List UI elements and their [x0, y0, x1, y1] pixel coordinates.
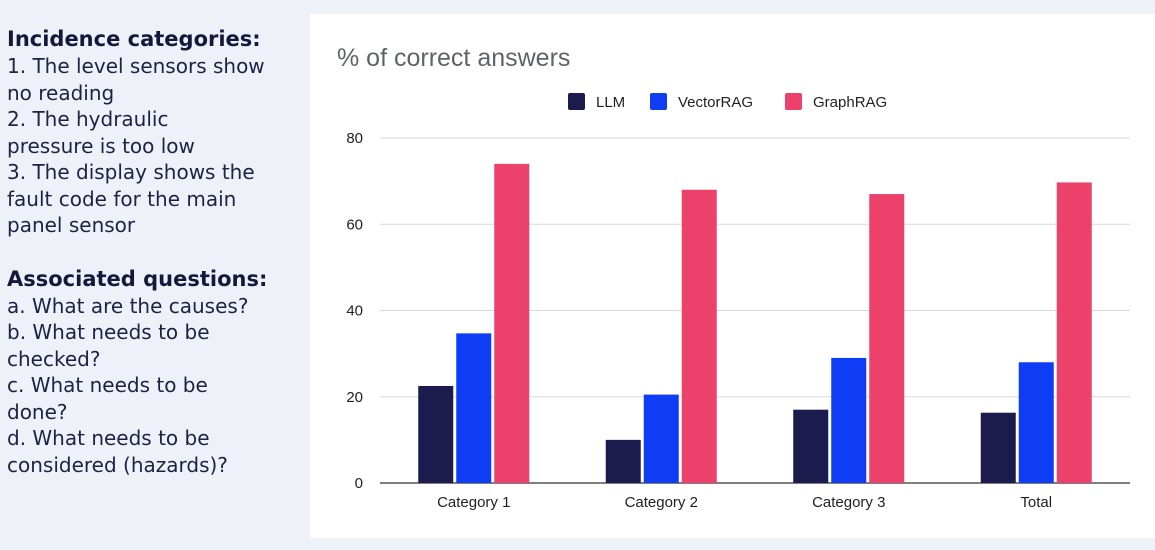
legend-swatch-vectorrag: [650, 93, 667, 110]
bar-llm-3: [793, 409, 829, 483]
y-tick-label: 60: [346, 216, 363, 233]
incidence-line: fault code for the main: [7, 186, 237, 211]
section-gap: [7, 239, 297, 266]
y-tick-label: 40: [346, 303, 363, 320]
question-line: a. What are the causes?: [7, 293, 249, 318]
x-tick-label: Category 2: [625, 494, 698, 511]
bar-vectorrag-4: [1018, 362, 1054, 483]
bar-llm-2: [605, 439, 641, 483]
bar-graphrag-3: [869, 194, 905, 483]
bar-vectorrag-1: [456, 333, 492, 483]
incidence-line: 3. The display shows the: [7, 160, 255, 184]
gridlines: [380, 137, 1130, 484]
questions-heading: Associated questions:: [7, 266, 268, 291]
legend-label-vectorrag: VectorRAG: [678, 94, 753, 111]
bar-graphrag-2: [681, 189, 717, 483]
incidence-line: no reading: [7, 80, 115, 105]
question-line: checked?: [7, 346, 101, 371]
bar-llm-4: [980, 412, 1016, 483]
question-line: d. What needs to be: [7, 426, 210, 450]
legend-swatch-graphrag: [785, 93, 802, 110]
y-axis-ticks: 0 20 40 60 80: [346, 130, 363, 492]
y-tick-label: 80: [346, 130, 363, 147]
incidence-line: 2. The hydraulic: [7, 107, 169, 131]
y-tick-label: 0: [355, 475, 363, 492]
incidence-line: pressure is too low: [7, 133, 195, 158]
question-line: c. What needs to be: [7, 373, 208, 397]
bar-graphrag-1: [494, 163, 530, 483]
legend-label-llm: LLM: [596, 94, 625, 111]
incidence-line: panel sensor: [7, 213, 136, 237]
bar-llm-1: [418, 385, 454, 483]
bar-graphrag-4: [1056, 182, 1092, 483]
bar-vectorrag-2: [643, 394, 679, 483]
bar-vectorrag-3: [831, 357, 867, 483]
incidence-line: 1. The level sensors show: [7, 54, 265, 78]
incidence-heading: Incidence categories:: [7, 27, 261, 51]
question-line: done?: [7, 399, 68, 424]
question-line: considered (hazards)?: [7, 452, 228, 477]
x-axis-ticks: Category 1 Category 2 Category 3 Total: [437, 494, 1052, 511]
y-tick-label: 20: [346, 389, 363, 406]
chart-title: % of correct answers: [337, 44, 570, 72]
bar-chart: % of correct answers 0 20 40 60 80 Category …: [337, 44, 1130, 511]
legend-label-graphrag: GraphRAG: [813, 94, 887, 111]
legend: LLM VectorRAG GraphRAG: [568, 93, 887, 111]
bars: [418, 163, 1092, 483]
legend-swatch-llm: [568, 93, 585, 110]
question-line: b. What needs to be: [7, 320, 210, 344]
x-tick-label: Category 3: [812, 494, 885, 511]
x-tick-label: Total: [1020, 494, 1052, 511]
left-panel: Incidence categories: 1. The level senso…: [7, 26, 297, 478]
x-tick-label: Category 1: [437, 494, 510, 511]
chart-card: % of correct answers 0 20 40 60 80 Category …: [310, 14, 1155, 538]
